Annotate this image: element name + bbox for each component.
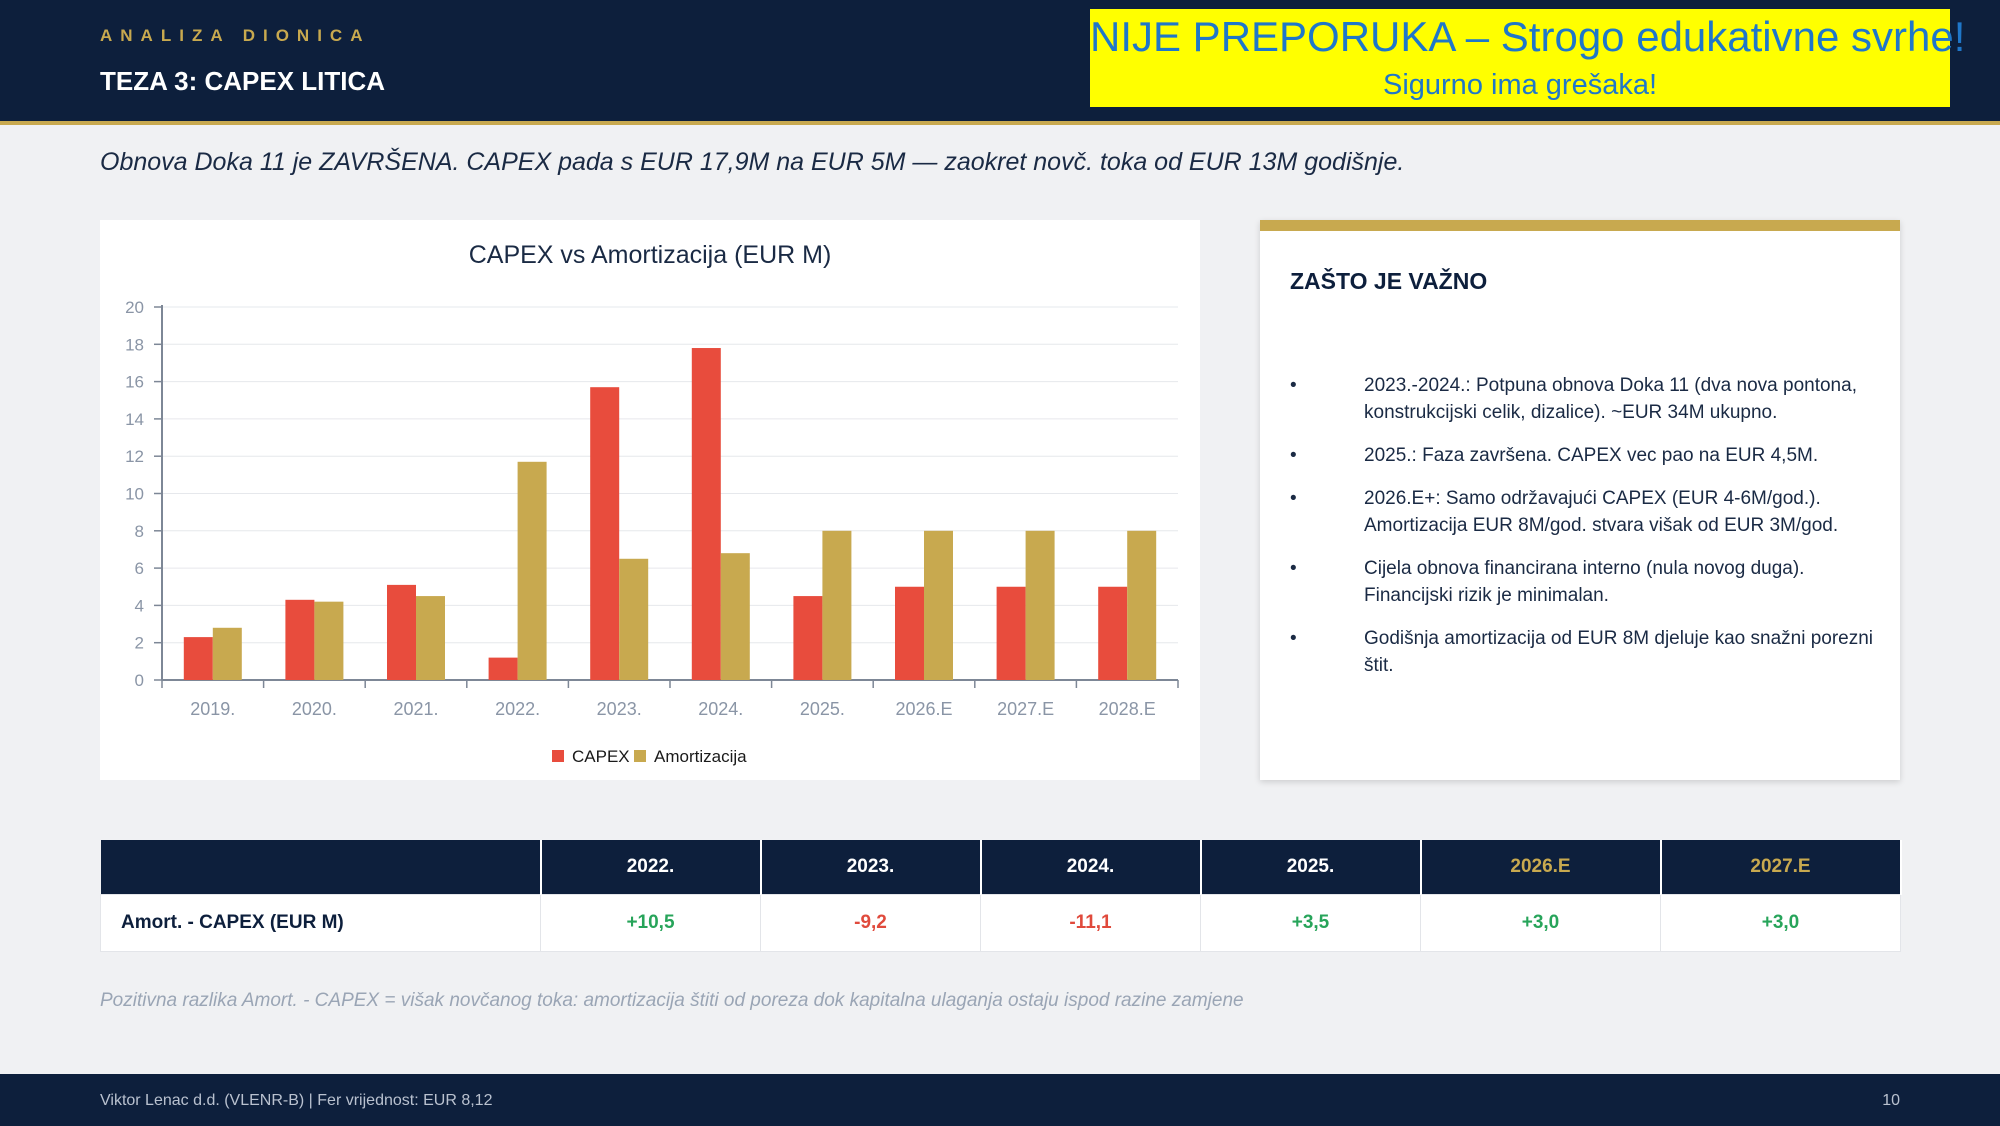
y-tick-label: 14 [125,410,144,429]
card-accent-bar [1260,220,1900,231]
bar-capex-2023 [590,387,620,680]
table-header-row: 2022. 2023. 2024. 2025. 2026.E 2027.E [100,840,1902,895]
bullet-item: • Cijela obnova financirana interno (nula… [1290,555,1890,609]
y-tick-label: 20 [125,298,144,317]
bar-capex-2025 [793,596,823,680]
table-header-cell: 2022. [540,840,762,895]
x-tick-label: 2025. [800,699,845,719]
header-divider [0,121,2000,125]
amort-capex-table: 2022. 2023. 2024. 2025. 2026.E 2027.E Am… [100,840,1902,952]
table-cell: +3,5 [1200,894,1421,952]
y-tick-label: 4 [135,596,144,615]
bullet-list: • 2023.-2024.: Potpuna obnova Doka 11 (dv… [1290,372,1890,695]
bar-amortizacija-2021 [416,596,445,680]
bar-capex-2024 [691,348,721,680]
table-row-label: Amort. - CAPEX (EUR M) [100,894,541,952]
bullet-item: • Godišnja amortizacija od EUR 8M djeluje… [1290,625,1890,679]
table-header-cell: 2026.E [1420,840,1662,895]
bar-capex-2020 [285,599,315,680]
table-header-empty [100,840,542,895]
x-tick-label: 2022. [495,699,540,719]
y-tick-label: 12 [125,447,144,466]
bullet-item: • 2025.: Faza završena. CAPEX vec pao na … [1290,442,1890,469]
table-cell: -11,1 [980,894,1201,952]
bullet-icon: • [1290,488,1297,509]
bar-amortizacija-2028E [1127,530,1157,680]
table-cell: +10,5 [540,894,761,952]
header-bar: ANALIZA DIONICA TEZA 3: CAPEX LITICA NIJ… [0,0,2000,121]
bar-amortizacija-2020 [314,601,344,680]
x-tick-label: 2023. [597,699,642,719]
y-tick-label: 8 [135,522,144,541]
x-tick-label: 2020. [292,699,337,719]
table-header-cell: 2025. [1200,840,1422,895]
table-header-cell: 2024. [980,840,1202,895]
y-tick-label: 2 [135,634,144,653]
legend-swatch-amortizacija [634,750,646,762]
y-tick-label: 16 [125,373,144,392]
bullet-icon: • [1290,375,1297,396]
bullet-item: • 2023.-2024.: Potpuna obnova Doka 11 (dv… [1290,372,1890,426]
x-tick-label: 2019. [190,699,235,719]
legend-swatch-capex [552,750,564,762]
table-cell: -9,2 [760,894,981,952]
table-cell: +3,0 [1660,894,1901,952]
bar-capex-2026E [895,586,924,680]
disclaimer-line-2: Sigurno ima grešaka! [1382,69,1658,101]
x-tick-label: 2026.E [895,699,952,719]
chart-panel: CAPEX vs Amortizacija (EUR M) 0 2 4 6 8 10 12 1… [100,220,1200,780]
disclaimer-box: NIJE PREPORUKA – Strogo edukativne svrhe… [1090,9,1966,107]
y-tick-label: 18 [125,335,144,354]
bullet-icon: • [1290,628,1297,649]
disclaimer-line-1: NIJE PREPORUKA – Strogo edukativne svrhe… [1090,13,1966,60]
y-tick-label: 10 [125,485,144,504]
table-row: Amort. - CAPEX (EUR M) +10,5 -9,2 -11,1 … [100,894,1901,952]
page-number: 10 [1882,1092,1900,1109]
bar-amortizacija-2023 [619,558,649,680]
bar-amortizacija-2022 [517,461,547,680]
x-tick-label: 2028.E [1099,699,1156,719]
legend-label-amortizacija: Amortizacija [654,747,747,766]
legend-label-capex: CAPEX [572,747,630,766]
table-cell: +3,0 [1420,894,1661,952]
bar-amortizacija-2025 [822,530,852,680]
bar-capex-2021 [387,584,416,680]
card-title: ZAŠTO JE VAŽNO [1290,268,1488,294]
bar-amortizacija-2027E [1025,530,1055,680]
bullet-icon: • [1290,445,1297,466]
x-tick-label: 2021. [393,699,438,719]
footer-bar: Viktor Lenac d.d. (VLENR-B) | Fer vrijed… [0,1074,2000,1126]
footer-company: Viktor Lenac d.d. (VLENR-B) | Fer vrijed… [100,1092,493,1109]
bar-capex-2022 [488,657,518,680]
footnote: Pozitivna razlika Amort. - CAPEX = višak… [100,990,1244,1011]
table-header-cell: 2023. [760,840,982,895]
bar-amortizacija-2026E [924,530,953,680]
bullet-icon: • [1290,558,1297,579]
y-tick-label: 6 [135,559,144,578]
bar-capex-2028E [1098,586,1128,680]
bar-capex-2027E [996,586,1026,680]
bar-capex-2019 [183,637,213,680]
x-tick-label: 2027.E [997,699,1054,719]
bar-amortizacija-2019 [212,627,242,680]
x-tick-label: 2024. [698,699,743,719]
y-tick-label: 0 [135,671,144,690]
slide-title: TEZA 3: CAPEX LITICA [100,66,386,96]
chart-title: CAPEX vs Amortizacija (EUR M) [469,241,832,269]
why-it-matters-card: ZAŠTO JE VAŽNO • 2023.-2024.: Potpuna obn… [1260,220,1900,780]
bullet-item: • 2026.E+: Samo održavajući CAPEX (EUR 4-… [1290,485,1890,539]
bar-amortizacija-2024 [720,553,750,680]
table-header-cell: 2027.E [1660,840,1902,895]
capex-chart: CAPEX vs Amortizacija (EUR M) 0 2 4 6 8 10 12 1… [125,241,1179,766]
slide-subtitle: Obnova Doka 11 je ZAVRŠENA. CAPEX pada s… [100,148,1405,176]
section-kicker: ANALIZA DIONICA [100,26,371,45]
